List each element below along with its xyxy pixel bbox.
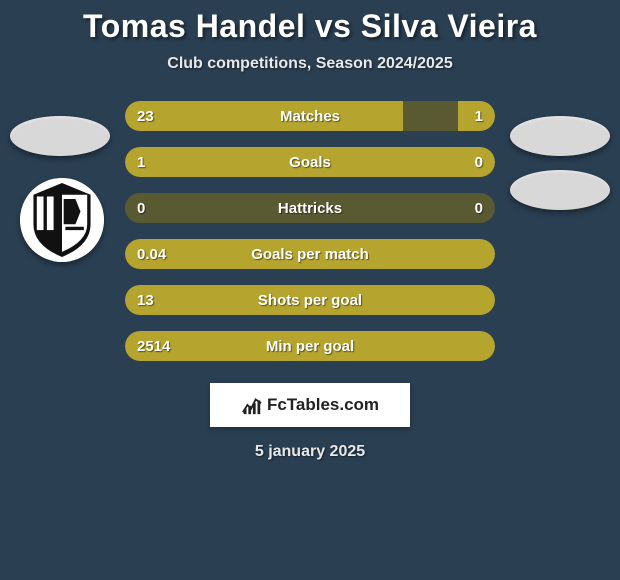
page-title: Tomas Handel vs Silva Vieira: [0, 8, 620, 45]
stat-row: 0.04 Goals per match: [125, 239, 495, 269]
brand-text: FcTables.com: [267, 395, 379, 415]
stat-value-left: 0: [137, 200, 145, 217]
brand-chart-icon: [241, 394, 263, 416]
club-right-crest: [510, 170, 610, 210]
stat-value-right: 1: [475, 108, 483, 125]
stat-value-left: 23: [137, 108, 154, 125]
stat-fill-left: [125, 101, 403, 131]
date-line: 5 january 2025: [0, 443, 620, 461]
player-right-avatar: [510, 116, 610, 156]
stat-label: Hattricks: [278, 200, 342, 217]
page-subtitle: Club competitions, Season 2024/2025: [0, 55, 620, 73]
club-left-crest: [20, 178, 104, 262]
stat-value-right: 0: [475, 154, 483, 171]
stat-label: Goals: [289, 154, 331, 171]
stat-label: Goals per match: [251, 246, 369, 263]
player-left-avatar: [10, 116, 110, 156]
stat-row: 13 Shots per goal: [125, 285, 495, 315]
stat-row: 2514 Min per goal: [125, 331, 495, 361]
stat-row: 23 Matches 1: [125, 101, 495, 131]
stat-value-left: 0.04: [137, 246, 166, 263]
stat-label: Matches: [280, 108, 340, 125]
stat-row: 1 Goals 0: [125, 147, 495, 177]
stat-value-right: 0: [475, 200, 483, 217]
stat-label: Shots per goal: [258, 292, 362, 309]
brand-box: FcTables.com: [210, 383, 410, 427]
stats-bars: 23 Matches 1 1 Goals 0 0 Hattricks 0 0.04 Goals pe…: [125, 101, 495, 361]
stat-value-left: 13: [137, 292, 154, 309]
stat-row: 0 Hattricks 0: [125, 193, 495, 223]
stat-value-left: 2514: [137, 338, 170, 355]
stat-value-left: 1: [137, 154, 145, 171]
stat-label: Min per goal: [266, 338, 354, 355]
